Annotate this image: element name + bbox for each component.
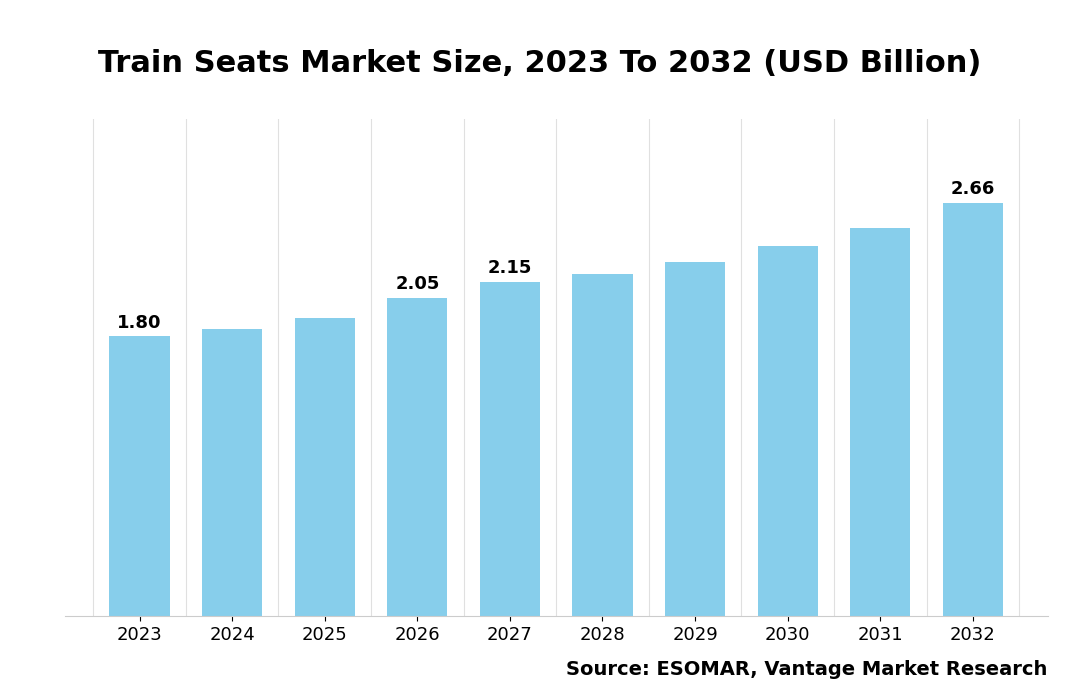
Text: Source: ESOMAR, Vantage Market Research: Source: ESOMAR, Vantage Market Research	[566, 660, 1048, 679]
Bar	[109, 337, 170, 616]
Text: 2.66: 2.66	[950, 180, 995, 198]
Bar	[202, 329, 262, 616]
Bar	[480, 282, 540, 616]
Text: 2.15: 2.15	[488, 260, 532, 277]
Bar	[388, 298, 447, 616]
Bar	[850, 228, 910, 616]
Text: Train Seats Market Size, 2023 To 2032 (USD Billion): Train Seats Market Size, 2023 To 2032 (U…	[98, 49, 982, 78]
Bar	[943, 203, 1003, 616]
Bar	[665, 262, 725, 616]
Bar	[757, 246, 818, 616]
Text: 2.05: 2.05	[395, 275, 440, 293]
Bar	[295, 318, 355, 616]
Text: 1.80: 1.80	[118, 314, 162, 332]
Bar	[572, 274, 633, 616]
